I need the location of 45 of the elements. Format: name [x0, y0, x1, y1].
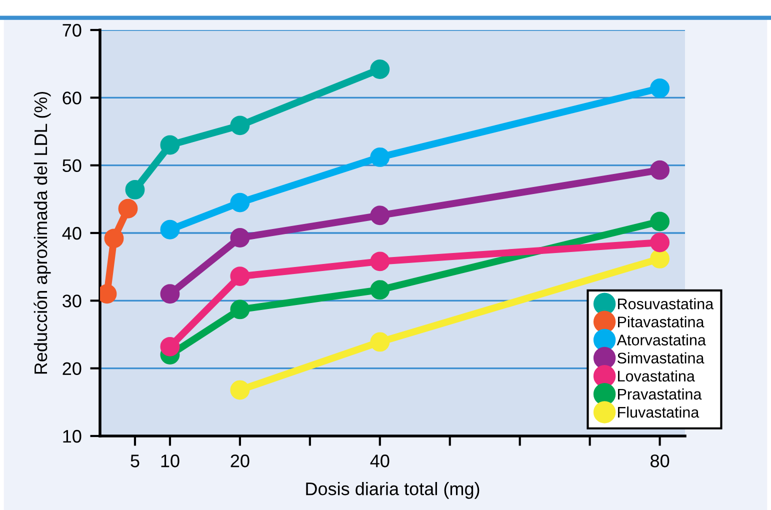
point	[118, 198, 138, 218]
y-tick-label: 50	[62, 159, 82, 172]
x-tick-label: 40	[370, 454, 390, 468]
x-tick-label: 10	[161, 454, 180, 468]
x-tick-label: 20	[230, 454, 250, 468]
point	[650, 160, 670, 180]
point	[370, 206, 390, 226]
point	[650, 78, 670, 98]
point	[230, 116, 250, 136]
point	[370, 332, 390, 352]
legend-label: Lovastatina	[618, 370, 695, 382]
x-axis-title: Dosis diaria total (mg)	[306, 482, 480, 499]
legend-label: Fluvastatina	[618, 406, 700, 418]
legend-label: Atorvastatina	[616, 334, 706, 346]
point	[370, 147, 390, 167]
point	[370, 280, 390, 300]
point	[160, 336, 180, 356]
point	[125, 180, 145, 200]
y-tick-label: 10	[63, 430, 82, 443]
point	[230, 380, 250, 400]
point	[370, 252, 390, 272]
legend-label: Pitavastatina	[618, 316, 704, 328]
legend-label: Simvastatina	[617, 352, 704, 364]
y-axis-title: Reducción aproximada del LDL (%)	[34, 92, 51, 374]
x-tick-label: 5	[130, 454, 140, 468]
legend-label: Rosuvastatina	[618, 298, 714, 310]
point	[230, 266, 250, 286]
y-tick-label: 70	[62, 24, 82, 37]
point	[370, 60, 390, 79]
point	[160, 135, 180, 155]
point	[650, 212, 670, 232]
point	[650, 248, 670, 268]
point	[230, 300, 250, 320]
point	[230, 228, 250, 248]
point	[104, 228, 124, 248]
point	[650, 232, 670, 252]
y-tick-label: 40	[62, 226, 82, 240]
y-tick-label: 20	[62, 362, 82, 376]
point	[160, 284, 180, 304]
point	[160, 220, 180, 240]
x-tick-label: 80	[650, 454, 670, 468]
y-tick-label: 60	[62, 92, 82, 104]
y-tick-label: 30	[62, 294, 82, 308]
point	[230, 192, 250, 212]
legend-label: Pravastatina	[618, 388, 702, 400]
